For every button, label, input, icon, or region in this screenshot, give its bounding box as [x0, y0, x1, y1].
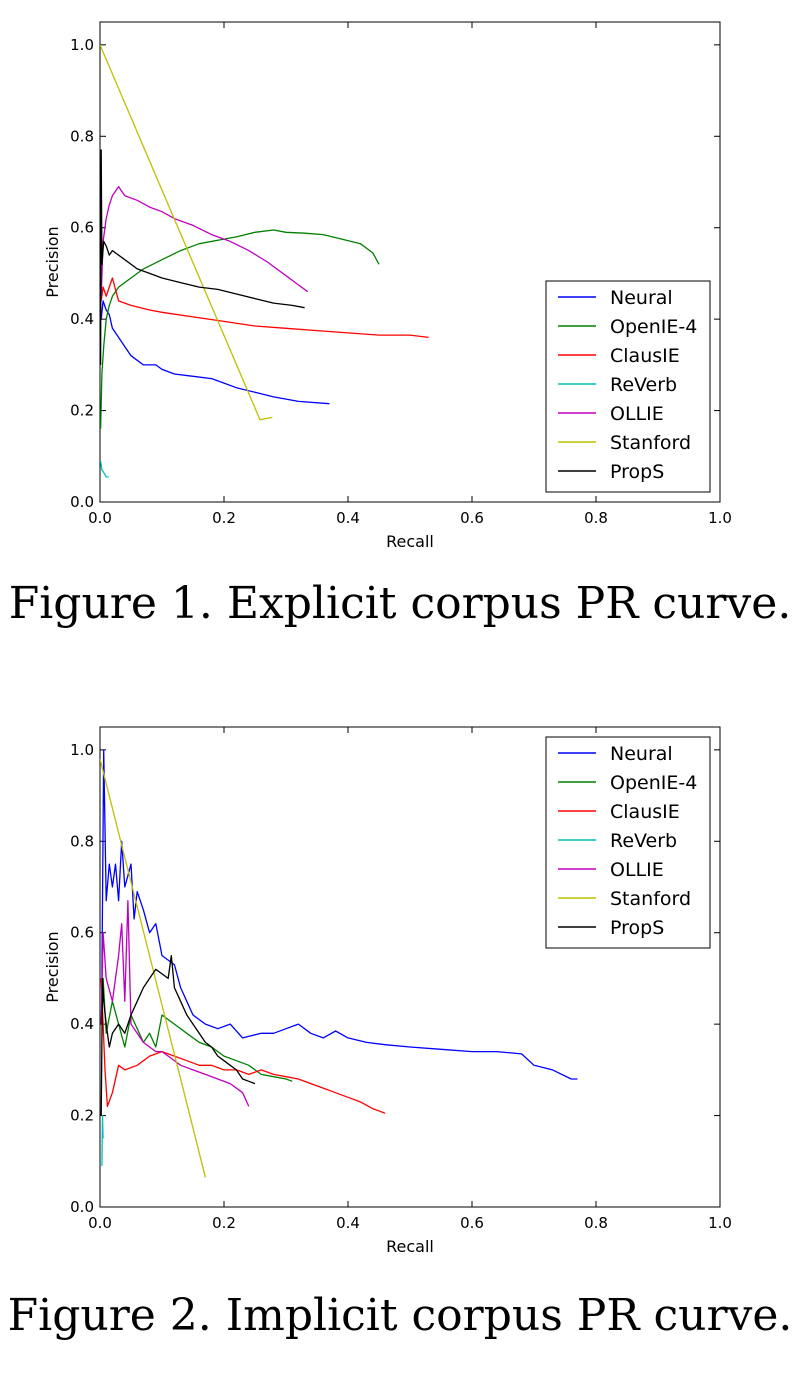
x-tick-label: 1.0: [708, 509, 732, 527]
legend-label: Neural: [610, 743, 673, 765]
y-tick-label: 1.0: [70, 741, 94, 759]
figure-caption: Figure 2. Implicit corpus PR curve.: [7, 1290, 793, 1341]
series-line-stanford: [100, 44, 273, 421]
legend-label: OLLIE: [610, 859, 664, 881]
series-group: [100, 749, 578, 1178]
figure-caption: Figure 1. Explicit corpus PR curve.: [8, 578, 792, 629]
series-line-props: [100, 954, 256, 1116]
legend-label: Stanford: [610, 432, 691, 454]
x-tick-label: 0.6: [460, 1214, 484, 1232]
y-tick-label: 0.2: [70, 402, 94, 420]
legend-label: Neural: [610, 287, 673, 309]
x-tick-label: 0.0: [88, 1214, 112, 1232]
legend-label: PropS: [610, 461, 664, 483]
legend-box: [545, 736, 711, 949]
legend: Neural OpenIE-4 ClausIE ReVerb OLLIE Stanford…: [545, 280, 711, 493]
y-tick-label: 0.0: [70, 1198, 94, 1216]
legend-label: ClausIE: [610, 345, 680, 367]
legend-box: [545, 280, 711, 493]
series-line-clausie: [100, 277, 429, 339]
y-tick-label: 1.0: [70, 36, 94, 54]
series-line-props: [100, 149, 305, 365]
legend-label: Stanford: [610, 888, 691, 910]
plot-area: [99, 21, 721, 503]
legend-label: OpenIE-4: [610, 772, 697, 794]
series-line-reverb: [101, 1114, 104, 1166]
x-tick-label: 0.2: [212, 509, 236, 527]
x-tick-label: 0.8: [584, 1214, 608, 1232]
series-line-reverb: [100, 460, 109, 478]
series-line-stanford: [100, 758, 207, 1178]
legend-label: ReVerb: [610, 374, 677, 396]
y-axis-label: Precision: [43, 931, 62, 1002]
x-tick-label: 0.6: [460, 509, 484, 527]
legend-label: PropS: [610, 917, 664, 939]
legend-label: OpenIE-4: [610, 316, 697, 338]
x-tick-label: 0.0: [88, 509, 112, 527]
series-line-neural: [101, 749, 578, 1080]
series-group: [100, 44, 429, 478]
x-tick-label: 0.2: [212, 1214, 236, 1232]
legend-label: OLLIE: [610, 403, 664, 425]
y-tick-label: 0.2: [70, 1107, 94, 1125]
y-tick-label: 0.6: [70, 924, 94, 942]
x-axis-label: Recall: [386, 532, 434, 551]
y-tick-label: 0.4: [70, 310, 94, 328]
series-line-openie-4: [100, 229, 380, 429]
x-tick-label: 0.4: [336, 509, 360, 527]
figure-2: 0.0 0.2 0.4 0.6 0.8 1.0 0.0 0.2 0.4 0.6 0.8 1.0 Reca…: [0, 705, 800, 1365]
chart-explicit-corpus: 0.0 0.2 0.4 0.6 0.8 1.0 0.0 0.2 0.4 0.6 0.8 1.0 Reca…: [43, 21, 732, 551]
series-line-neural: [100, 300, 330, 405]
series-line-ollie: [100, 900, 250, 1107]
series-line-clausie: [100, 978, 386, 1114]
legend-label: ClausIE: [610, 801, 680, 823]
legend-label: ReVerb: [610, 830, 677, 852]
x-tick-label: 0.4: [336, 1214, 360, 1232]
series-line-ollie: [100, 185, 309, 297]
y-tick-label: 0.6: [70, 219, 94, 237]
x-tick-label: 0.8: [584, 509, 608, 527]
y-tick-label: 0.8: [70, 127, 94, 145]
y-tick-label: 0.8: [70, 832, 94, 850]
figure-1: 0.0 0.2 0.4 0.6 0.8 1.0 0.0 0.2 0.4 0.6 0.8 1.0 Reca…: [0, 0, 800, 650]
y-tick-label: 0.4: [70, 1015, 94, 1033]
series-line-openie-4: [100, 977, 293, 1082]
y-axis-label: Precision: [43, 226, 62, 297]
x-axis-label: Recall: [386, 1237, 434, 1256]
legend: Neural OpenIE-4 ClausIE ReVerb OLLIE Stanford…: [545, 736, 711, 949]
y-tick-label: 0.0: [70, 493, 94, 511]
chart-implicit-corpus: 0.0 0.2 0.4 0.6 0.8 1.0 0.0 0.2 0.4 0.6 0.8 1.0 Reca…: [43, 726, 732, 1256]
x-tick-label: 1.0: [708, 1214, 732, 1232]
plot-area: [99, 726, 721, 1208]
